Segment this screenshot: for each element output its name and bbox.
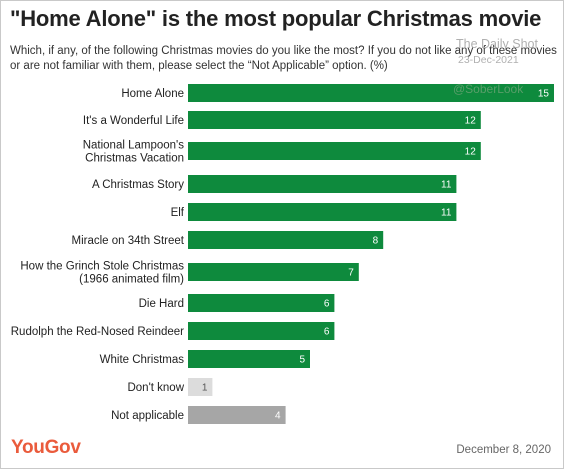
bar bbox=[188, 203, 457, 221]
category-label: Elf bbox=[171, 207, 185, 219]
value-label: 4 bbox=[275, 411, 281, 422]
category-label: Rudolph the Red-Nosed Reindeer bbox=[11, 326, 184, 338]
bar bbox=[188, 294, 335, 312]
watermark-handle: @SoberLook bbox=[453, 82, 524, 96]
category-label: How the Grinch Stole Christmas (1966 anim… bbox=[20, 261, 184, 286]
bar bbox=[188, 263, 359, 281]
value-label: 15 bbox=[538, 89, 550, 100]
chart-title: "Home Alone" is the most popular Christm… bbox=[10, 6, 542, 31]
bar bbox=[188, 111, 481, 129]
bar bbox=[188, 378, 213, 396]
value-label: 8 bbox=[373, 236, 379, 247]
category-label: A Christmas Story bbox=[92, 179, 184, 191]
bar bbox=[188, 175, 457, 193]
value-label: 7 bbox=[348, 268, 354, 279]
value-label: 12 bbox=[465, 147, 477, 158]
bar bbox=[188, 322, 335, 340]
value-label: 6 bbox=[324, 299, 330, 310]
category-label: Not applicable bbox=[111, 410, 184, 422]
category-label: White Christmas bbox=[100, 354, 185, 366]
value-label: 1 bbox=[202, 383, 208, 394]
bar bbox=[188, 142, 481, 160]
footer-date: December 8, 2020 bbox=[456, 444, 551, 456]
value-label: 11 bbox=[441, 180, 452, 191]
bar bbox=[188, 84, 554, 102]
category-label: It's a Wonderful Life bbox=[83, 115, 184, 127]
category-label: Die Hard bbox=[139, 298, 184, 310]
bar bbox=[188, 231, 384, 249]
watermark-source: The Daily Shot bbox=[456, 37, 538, 51]
watermark-date: 23-Dec-2021 bbox=[458, 54, 519, 66]
value-label: 6 bbox=[324, 327, 330, 338]
chart-subtitle: Which, if any, of the following Christma… bbox=[10, 45, 557, 72]
yougov-logo: YouGov bbox=[11, 437, 81, 458]
bar bbox=[188, 406, 286, 424]
category-label: Miracle on 34th Street bbox=[71, 235, 184, 247]
category-label: Don't know bbox=[127, 382, 184, 394]
bar bbox=[188, 350, 310, 368]
value-label: 11 bbox=[441, 208, 452, 219]
category-label: National Lampoon's Christmas Vacation bbox=[83, 140, 185, 165]
category-label: Home Alone bbox=[121, 88, 184, 100]
value-label: 5 bbox=[299, 355, 305, 366]
value-label: 12 bbox=[465, 116, 477, 127]
